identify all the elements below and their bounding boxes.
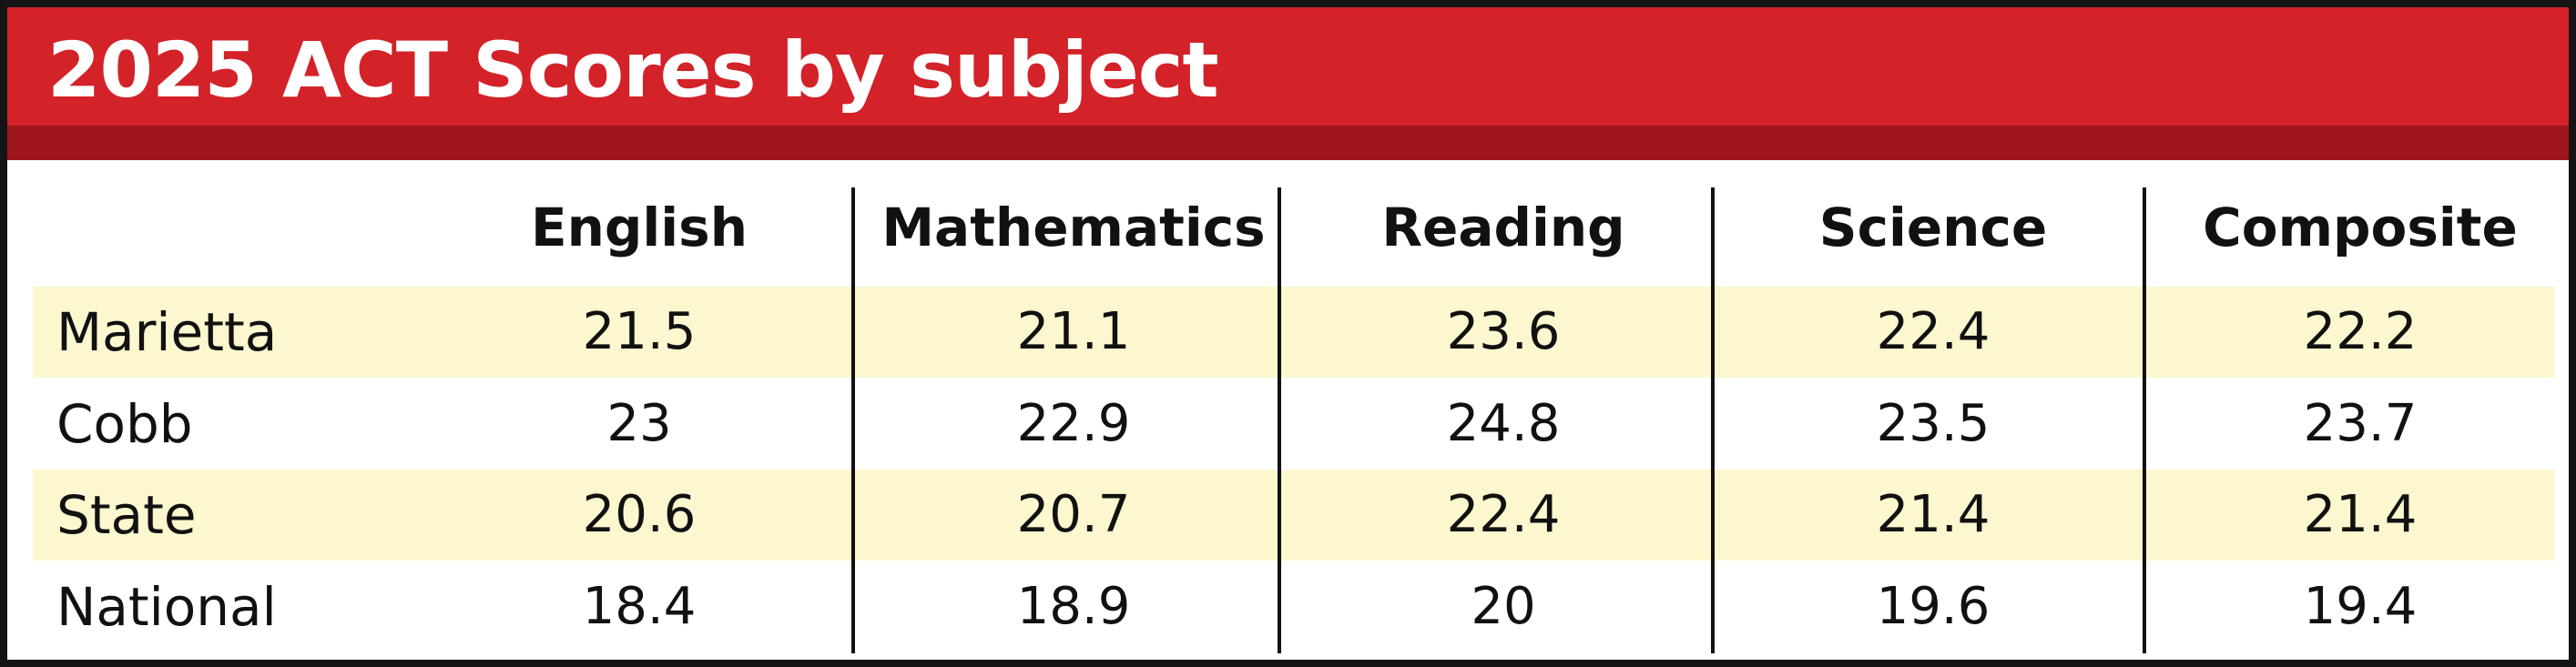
column-divider: [1278, 187, 1281, 653]
column-header: Reading: [1381, 197, 1625, 258]
score-cell: 20: [1471, 577, 1536, 636]
table-title: 2025 ACT Scores by subject: [47, 25, 1219, 115]
score-cell: 19.4: [2303, 577, 2418, 636]
title-accent-strip: [7, 126, 2569, 160]
score-cell: 22.4: [1876, 302, 1991, 361]
column-divider: [2143, 187, 2146, 653]
score-cell: 22.9: [1016, 394, 1131, 453]
score-cell: 21.5: [582, 302, 697, 361]
column-divider: [1711, 187, 1715, 653]
row-label: National: [56, 576, 277, 638]
row-label: Marietta: [56, 301, 278, 363]
row-band: [33, 287, 2555, 378]
score-cell: 19.6: [1876, 577, 1991, 636]
score-cell: 18.9: [1016, 577, 1131, 636]
row-band: [33, 470, 2555, 561]
score-cell: 18.4: [582, 577, 697, 636]
scores-table: English Mathematics Reading Science Composit…: [33, 178, 2555, 656]
score-cell: 23.6: [1446, 302, 1561, 361]
column-header: Mathematics: [881, 197, 1266, 258]
column-header: English: [530, 197, 748, 258]
title-bar: 2025 ACT Scores by subject: [7, 7, 2569, 126]
column-divider: [851, 187, 855, 653]
score-cell: 23: [606, 394, 672, 453]
score-cell: 23.7: [2303, 394, 2418, 453]
score-cell: 21.4: [1876, 485, 1991, 544]
row-label: State: [56, 484, 197, 546]
column-header: Composite: [2203, 197, 2518, 258]
score-cell: 22.2: [2303, 302, 2418, 361]
score-cell: 24.8: [1446, 394, 1561, 453]
score-cell: 21.4: [2303, 485, 2418, 544]
score-cell: 22.4: [1446, 485, 1561, 544]
row-label: Cobb: [56, 393, 193, 455]
score-cell: 20.7: [1016, 485, 1131, 544]
score-cell: 21.1: [1016, 302, 1131, 361]
score-cell: 23.5: [1876, 394, 1991, 453]
column-header: Science: [1818, 197, 2048, 258]
score-cell: 20.6: [582, 485, 697, 544]
